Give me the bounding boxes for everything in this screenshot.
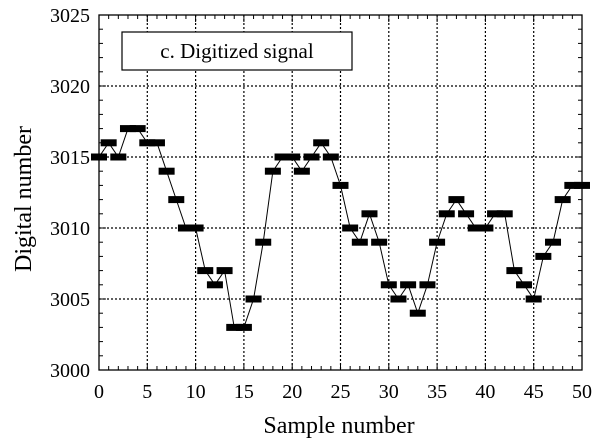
sample-point	[168, 196, 185, 204]
sample-point	[332, 181, 349, 189]
sample-point	[148, 139, 165, 147]
x-tick-label: 45	[524, 381, 544, 403]
sample-point	[438, 210, 455, 218]
x-tick-label: 15	[234, 381, 254, 403]
sample-point	[139, 139, 156, 147]
sample-point	[235, 323, 252, 331]
sample-point	[177, 224, 194, 232]
x-tick-label: 0	[94, 381, 104, 403]
sample-point	[245, 295, 262, 303]
sample-point	[351, 238, 368, 246]
x-axis-label: Sample number	[263, 413, 414, 439]
grid-lines	[99, 15, 582, 370]
y-tick-label: 3020	[50, 76, 90, 98]
sample-point	[506, 267, 523, 275]
sample-point	[545, 238, 562, 246]
sample-point	[516, 281, 533, 289]
sample-point	[100, 139, 117, 147]
sample-point	[429, 238, 446, 246]
sample-point	[226, 323, 243, 331]
sample-point	[206, 281, 223, 289]
sample-point	[119, 125, 136, 133]
x-tick-label: 5	[142, 381, 152, 403]
x-tick-label: 40	[475, 381, 495, 403]
sample-point	[390, 295, 407, 303]
x-tick-label: 20	[282, 381, 302, 403]
y-tick-label: 3015	[50, 147, 90, 169]
sample-point	[110, 153, 127, 161]
sample-point	[535, 252, 552, 260]
sample-point	[380, 281, 397, 289]
sample-point	[448, 196, 465, 204]
sample-point	[409, 309, 426, 317]
axis-ticks	[98, 14, 583, 371]
y-tick-labels: 3000 3005 3010 3015 3020 3025	[50, 5, 90, 382]
sample-point	[419, 281, 436, 289]
sample-markers	[91, 125, 590, 331]
y-tick-label: 3025	[50, 5, 90, 27]
sample-point	[264, 167, 281, 175]
sample-point	[216, 267, 233, 275]
sample-point	[187, 224, 204, 232]
y-tick-label: 3010	[50, 218, 90, 240]
sample-point	[313, 139, 330, 147]
sample-point	[293, 167, 310, 175]
chart-title: c. Digitized signal	[160, 39, 314, 63]
sample-point	[458, 210, 475, 218]
y-axis-label: Digital number	[11, 126, 37, 272]
x-tick-label: 25	[331, 381, 351, 403]
sample-point	[496, 210, 513, 218]
sample-point	[400, 281, 417, 289]
sample-point	[197, 267, 214, 275]
x-tick-labels: 0 5 10 15 20 25 30 35 40 45 50	[94, 381, 592, 403]
sample-point	[477, 224, 494, 232]
sample-point	[129, 125, 146, 133]
sample-point	[158, 167, 175, 175]
sample-point	[554, 196, 571, 204]
x-tick-label: 30	[379, 381, 399, 403]
sample-point	[361, 210, 378, 218]
x-tick-label: 35	[427, 381, 447, 403]
sample-point	[525, 295, 542, 303]
sample-point	[284, 153, 301, 161]
x-tick-label: 10	[186, 381, 206, 403]
sample-point	[564, 181, 581, 189]
sample-point	[342, 224, 359, 232]
sample-point	[487, 210, 504, 218]
y-tick-label: 3000	[50, 360, 90, 382]
sample-point	[322, 153, 339, 161]
chart-title-box: c. Digitized signal	[121, 31, 353, 71]
sample-point	[371, 238, 388, 246]
sample-point	[274, 153, 291, 161]
sample-point	[467, 224, 484, 232]
x-tick-label: 50	[572, 381, 592, 403]
y-tick-label: 3005	[50, 289, 90, 311]
sample-point	[303, 153, 320, 161]
sample-point	[255, 238, 272, 246]
